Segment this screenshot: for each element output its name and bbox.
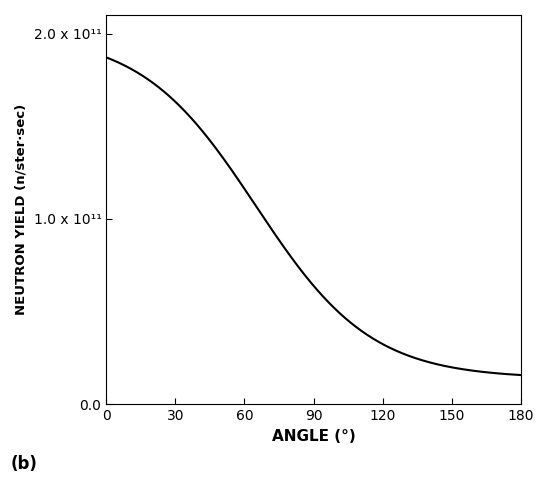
Y-axis label: NEUTRON YIELD (n/ster·sec): NEUTRON YIELD (n/ster·sec) [15, 104, 28, 315]
X-axis label: ANGLE (°): ANGLE (°) [272, 429, 355, 444]
Text: (b): (b) [11, 455, 38, 473]
